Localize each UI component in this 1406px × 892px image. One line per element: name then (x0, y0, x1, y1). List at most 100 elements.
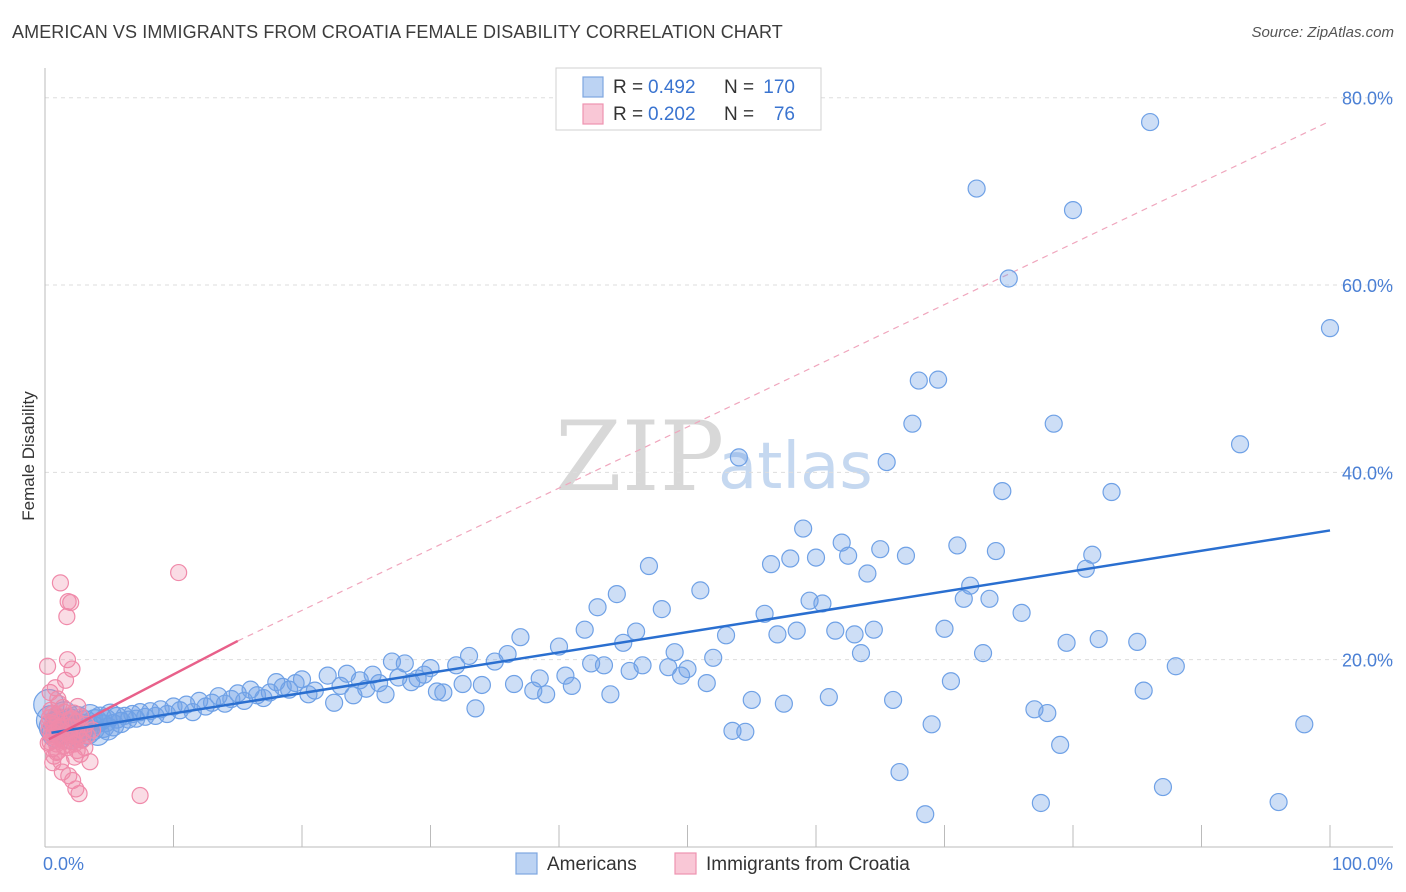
americans-point (530, 669, 549, 688)
americans-point (1320, 319, 1340, 338)
americans-point (1295, 715, 1314, 734)
americans-point (466, 699, 485, 718)
bottom-legend-swatch-croatia (674, 852, 697, 875)
americans-point (948, 536, 967, 555)
americans-point (639, 556, 659, 576)
y-tick-label-60: 60.0% (1342, 276, 1393, 296)
americans-point (1230, 435, 1250, 454)
americans-point (588, 598, 607, 617)
americans-point (858, 564, 877, 583)
americans-point (839, 546, 858, 565)
americans-point (877, 452, 896, 472)
series-croatia (38, 563, 188, 805)
americans-point (928, 370, 948, 389)
americans-point (1051, 735, 1070, 755)
legend-r-label-americans: R = (613, 77, 648, 98)
americans-point (742, 690, 761, 710)
americans-point (318, 666, 337, 685)
americans-point (434, 683, 453, 702)
americans-point (845, 625, 864, 644)
croatia-point (62, 593, 80, 612)
americans-point (652, 600, 671, 619)
americans-point (768, 625, 787, 644)
watermark-zip: ZIP (555, 401, 724, 513)
americans-point (504, 674, 524, 694)
americans-point (376, 685, 395, 704)
americans-point (1057, 633, 1076, 652)
x-tick-label-max: 100.0% (1332, 854, 1393, 874)
americans-trend-line (51, 529, 1331, 734)
americans-point (498, 644, 517, 664)
trend-lines (48, 529, 1331, 741)
americans-point (1089, 629, 1108, 649)
americans-point (864, 620, 883, 639)
americans-point (1012, 603, 1031, 622)
americans-point (427, 682, 447, 701)
americans-point (1269, 792, 1288, 812)
croatia-point (49, 690, 67, 708)
americans-point (562, 676, 581, 696)
bottom-legend: Americans Immigrants from Croatia (515, 852, 910, 875)
axes (44, 68, 1393, 848)
legend-swatch-croatia (582, 103, 604, 125)
americans-point (761, 555, 781, 574)
americans-point (973, 644, 993, 663)
americans-point (999, 269, 1018, 288)
americans-point (1166, 657, 1185, 676)
americans-point (459, 646, 479, 666)
legend-n-value-americans: 170 (763, 77, 795, 98)
chart-title: AMERICAN VS IMMIGRANTS FROM CROATIA FEMA… (12, 22, 783, 42)
americans-point (851, 644, 871, 663)
americans-point (916, 805, 935, 824)
americans-point (826, 621, 845, 640)
americans-point (806, 548, 826, 567)
americans-point (601, 685, 620, 704)
americans-point (1044, 414, 1063, 433)
americans-point (659, 658, 678, 677)
americans-point (967, 179, 986, 198)
americans-point (575, 620, 594, 639)
americans-point (883, 690, 903, 710)
americans-point (1031, 793, 1050, 813)
americans-point (832, 533, 851, 552)
croatia-point (70, 785, 88, 803)
bottom-legend-label-americans: Americans (547, 854, 637, 875)
americans-point (871, 540, 890, 559)
americans-point (1134, 681, 1153, 700)
legend-r-label-croatia: R = (613, 104, 648, 125)
croatia-point (63, 660, 81, 678)
americans-point (395, 654, 414, 673)
americans-point (1063, 201, 1083, 220)
croatia-point (58, 651, 77, 669)
americans-point (292, 670, 312, 689)
legend-swatch-americans (582, 76, 604, 98)
americans-point (325, 693, 344, 712)
x-tick-label-min: 0.0% (43, 854, 84, 874)
croatia-trend-extension (237, 120, 1331, 642)
americans-point (1153, 777, 1173, 797)
americans-point (794, 519, 813, 538)
y-tick-label-20: 20.0% (1342, 651, 1393, 671)
croatia-point (170, 563, 188, 582)
americans-point (671, 666, 691, 685)
americans-point (781, 549, 800, 568)
legend-n-label-americans: N = (724, 77, 759, 98)
americans-point (954, 589, 973, 608)
americans-point (922, 715, 941, 734)
legend: R = 0.492 N = 170 R = 0.202 N = 76 (555, 67, 822, 131)
americans-point (1102, 482, 1121, 502)
americans-point (909, 371, 928, 390)
americans-point (607, 585, 626, 604)
americans-point (819, 688, 838, 707)
americans-point (993, 481, 1012, 501)
americans-point (556, 666, 575, 685)
americans-point (903, 414, 922, 433)
americans-point (697, 673, 716, 693)
croatia-point (81, 753, 99, 771)
americans-point (723, 721, 742, 740)
americans-point (704, 648, 723, 667)
americans-point (1128, 632, 1147, 651)
americans-point (729, 448, 749, 467)
legend-n-label-croatia: N = (724, 104, 759, 125)
americans-point (986, 541, 1006, 561)
